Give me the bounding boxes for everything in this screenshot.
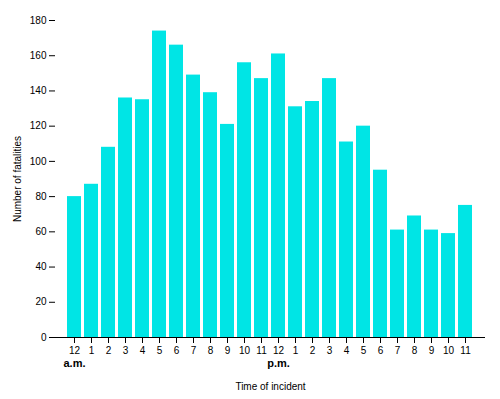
svg-text:p.m.: p.m.: [267, 357, 290, 369]
svg-text:120: 120: [30, 120, 47, 131]
svg-text:10: 10: [239, 345, 251, 356]
svg-text:a.m.: a.m.: [63, 357, 85, 369]
svg-text:4: 4: [344, 345, 350, 356]
svg-text:11: 11: [256, 345, 267, 356]
svg-text:0: 0: [41, 332, 47, 343]
svg-text:10: 10: [443, 345, 455, 356]
svg-text:160: 160: [30, 50, 47, 61]
svg-text:1: 1: [89, 345, 95, 356]
svg-text:6: 6: [378, 345, 384, 356]
svg-text:1: 1: [293, 345, 299, 356]
svg-text:5: 5: [157, 345, 163, 356]
svg-text:2: 2: [310, 345, 316, 356]
svg-text:9: 9: [225, 345, 231, 356]
svg-text:3: 3: [327, 345, 333, 356]
svg-text:80: 80: [35, 191, 47, 202]
svg-text:12: 12: [273, 345, 285, 356]
svg-text:5: 5: [361, 345, 367, 356]
svg-text:7: 7: [191, 345, 197, 356]
svg-text:Number of fatalities: Number of fatalities: [12, 136, 23, 222]
svg-text:4: 4: [140, 345, 146, 356]
svg-text:8: 8: [412, 345, 418, 356]
svg-text:40: 40: [35, 261, 47, 272]
svg-text:7: 7: [395, 345, 401, 356]
svg-text:100: 100: [30, 156, 47, 167]
svg-text:2: 2: [106, 345, 112, 356]
svg-text:12: 12: [69, 345, 81, 356]
svg-text:180: 180: [30, 15, 47, 26]
svg-text:60: 60: [35, 226, 47, 237]
svg-text:20: 20: [35, 296, 47, 307]
svg-text:3: 3: [123, 345, 129, 356]
svg-text:8: 8: [208, 345, 214, 356]
svg-text:Time of incident: Time of incident: [235, 381, 305, 392]
svg-text:140: 140: [30, 85, 47, 96]
svg-text:9: 9: [429, 345, 435, 356]
svg-text:6: 6: [174, 345, 180, 356]
svg-text:11: 11: [460, 345, 471, 356]
